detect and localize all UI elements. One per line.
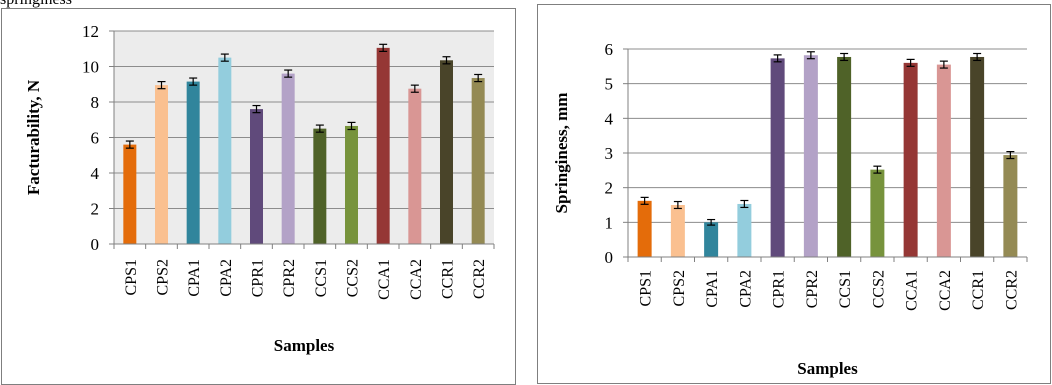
x-category-label: CCA1 [376,259,393,300]
bar-cca1 [903,62,918,257]
bar-cpr1 [770,58,785,257]
bar-cca2 [408,88,422,244]
x-category-label: CCS2 [870,270,887,308]
y-tick-label: 12 [82,22,99,41]
x-category-label: CCA2 [937,270,954,311]
bar-ccr1 [970,56,985,258]
x-category-label: CCR1 [970,270,987,310]
x-category-label: CPR2 [281,259,298,297]
bar-ccs1 [313,128,327,244]
y-tick-label: 2 [605,179,614,198]
bar-ccs1 [837,56,852,258]
y-tick-label: 4 [91,164,100,183]
bar-cps2 [670,205,685,257]
bar-cpr1 [250,109,263,244]
bar-cpr2 [803,55,818,257]
bar-cca2 [936,64,951,257]
bar-ccs2 [870,169,885,257]
y-tick-label: 0 [605,248,614,267]
x-category-label: CCS1 [313,259,330,297]
bar-ccr2 [471,78,485,244]
x-category-label: CPS2 [671,270,688,306]
bar-cpr2 [281,73,295,244]
y-tick-label: 8 [91,93,100,112]
x-category-label: CCR2 [471,259,488,299]
springiness-chart: 0 1 2 3 4 5 6 CPS1 CPS2 CPA1 CPA2 CPR1 CPR2 CCS1 CCS2 C… [552,40,1028,378]
x-category-label: CCA1 [904,270,921,311]
x-axis-title: Samples [797,359,858,378]
bar-cps2 [155,85,168,244]
x-category-label: CPS1 [638,270,655,306]
x-category-label: CPS1 [123,259,140,295]
facturability-chart: 0 2 4 6 8 10 12 CPS1 CPS2 CPA1 CPA2 CPR1 CPR2 CCS1 CCS… [24,22,495,355]
y-tick-label: 6 [605,40,614,59]
bar-ccs2 [345,125,358,244]
bar-cpa1 [704,222,719,257]
x-category-label: CPA2 [737,270,754,308]
x-category-label: CPS2 [155,259,172,295]
springiness-chart-panel: 0 1 2 3 4 5 6 CPS1 CPS2 CPA1 CPA2 CPR1 CPR2 CCS1 CCS2 C… [537,4,1051,384]
x-category-label: CPA1 [186,259,203,297]
bar-ccr2 [1003,155,1018,257]
x-category-label: CCS2 [345,259,362,297]
y-tick-label: 5 [605,75,614,94]
y-tick-label: 10 [82,58,99,77]
x-category-label: CPR1 [771,270,788,308]
bar-cps1 [637,200,652,257]
x-category-label: CPA2 [218,259,235,297]
x-category-label: CPR2 [804,270,821,308]
x-axis-title: Samples [274,336,335,355]
facturability-chart-panel: 0 2 4 6 8 10 12 CPS1 CPS2 CPA1 CPA2 CPR1 CPR2 CCS1 CCS… [1,8,516,385]
y-tick-label: 2 [91,200,100,219]
bar-ccr1 [440,60,453,244]
bar-cps1 [123,144,137,244]
y-axis-title: Springiness, mm [552,93,571,214]
x-category-label: CCS1 [837,270,854,308]
y-tick-label: 3 [605,144,614,163]
bar-cpa1 [186,81,200,245]
y-tick-label: 6 [91,129,100,148]
y-axis-title: Facturability, N [24,79,43,195]
bar-cca1 [376,47,390,244]
y-tick-label: 0 [91,235,100,254]
x-category-label: CPR1 [250,259,267,297]
top-text-fragment: springiness [0,0,72,9]
y-tick-label: 4 [605,109,614,128]
x-category-label: CPA1 [704,270,721,308]
bar-cpa2 [218,57,232,244]
x-category-label: CCA2 [408,259,425,300]
x-category-label: CCR2 [1003,270,1020,310]
y-tick-label: 1 [605,213,614,232]
x-category-label: CCR1 [440,259,457,299]
bar-cpa2 [737,203,752,257]
